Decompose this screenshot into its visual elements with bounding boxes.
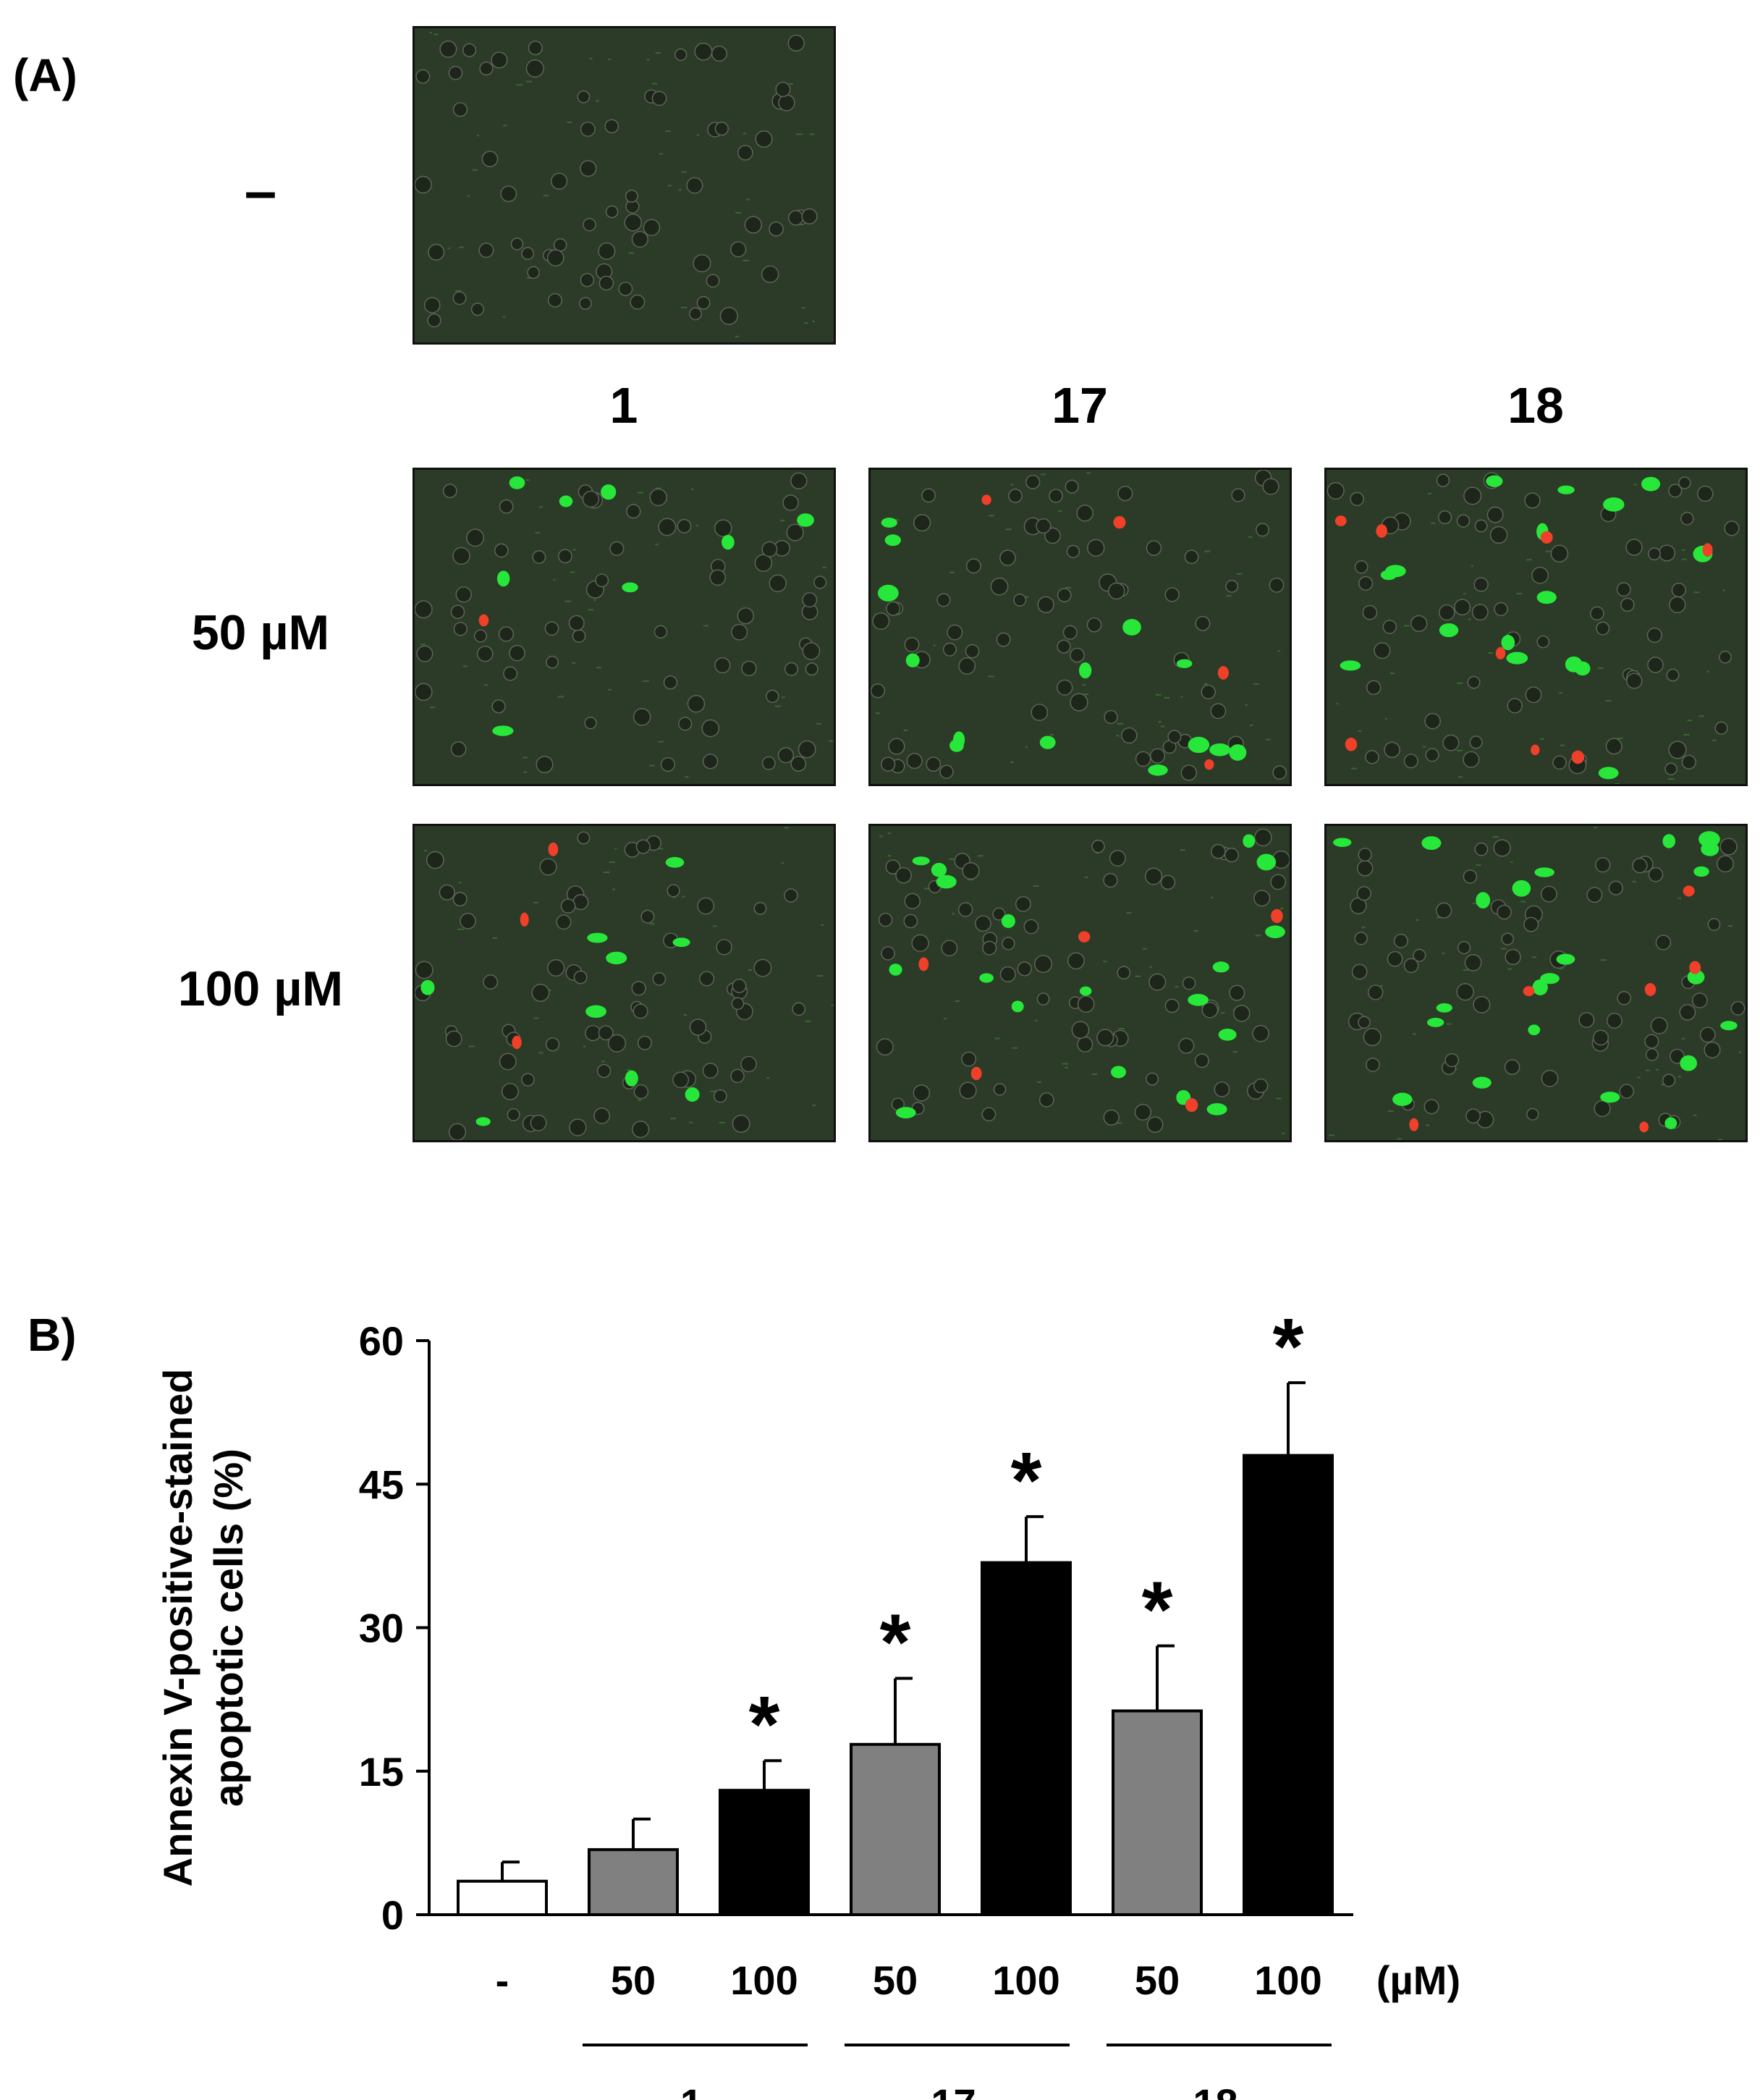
- category-label-5: 50: [1135, 1957, 1180, 2003]
- bar-2: [719, 1789, 810, 1917]
- row-label-100uM: 100 µM: [177, 961, 344, 1016]
- category-label-4: 100: [992, 1957, 1059, 2003]
- column-label-17: 17: [1052, 377, 1108, 434]
- micrograph-control: [412, 26, 836, 345]
- x-unit-label: (µM): [1376, 1957, 1460, 2003]
- y-tick-label-2: 30: [359, 1606, 404, 1651]
- category-label-1: 50: [611, 1957, 656, 2003]
- group-label-2: 18: [1193, 2080, 1238, 2100]
- y-tick-label-3: 45: [359, 1462, 404, 1507]
- group-label-0: 1: [680, 2080, 703, 2100]
- significance-marker-3: *: [880, 1598, 911, 1687]
- micrograph-compound-18-100uM: [1324, 824, 1748, 1142]
- category-label-0: -: [496, 1957, 509, 2003]
- significance-marker-2: *: [749, 1680, 780, 1769]
- y-axis-label-line-1: apoptotic cells (%): [206, 1449, 251, 1807]
- micrograph-compound-1-50uM: [412, 468, 836, 786]
- panel-b-label: B): [28, 1309, 77, 1361]
- category-label-3: 50: [873, 1957, 918, 2003]
- bar-1: [588, 1848, 679, 1916]
- group-label-1: 17: [931, 2080, 976, 2100]
- column-label-18: 18: [1507, 377, 1564, 434]
- significance-marker-4: *: [1011, 1436, 1042, 1525]
- bar-4: [981, 1561, 1072, 1916]
- y-tick-label-4: 60: [359, 1318, 404, 1364]
- micrograph-compound-17-100uM: [868, 824, 1292, 1142]
- bar-5: [1112, 1709, 1203, 1916]
- category-label-6: 100: [1254, 1957, 1321, 2003]
- panel-a-label: (A): [13, 49, 77, 101]
- y-axis-label-line-0: Annexin V-positive-stained: [155, 1369, 200, 1887]
- y-tick-label-1: 15: [359, 1749, 404, 1795]
- row-label-50uM: 50 µM: [191, 605, 330, 660]
- bar-6: [1243, 1454, 1334, 1917]
- bar-chart: 0 15 30 45 60 Annexin V-positive-stained apopt…: [155, 1302, 1460, 2100]
- column-label-1: 1: [609, 377, 638, 434]
- micrograph-compound-1-100uM: [412, 824, 836, 1142]
- category-label-2: 100: [730, 1957, 798, 2003]
- micrograph-compound-17-50uM: [868, 468, 1292, 786]
- y-tick-label-0: 0: [381, 1892, 404, 1938]
- significance-marker-6: *: [1273, 1302, 1304, 1391]
- significance-marker-5: *: [1142, 1566, 1173, 1655]
- bar-0: [457, 1879, 548, 1916]
- bar-3: [850, 1742, 941, 1917]
- control-row-label: –: [244, 159, 277, 223]
- micrograph-compound-18-50uM: [1324, 468, 1748, 786]
